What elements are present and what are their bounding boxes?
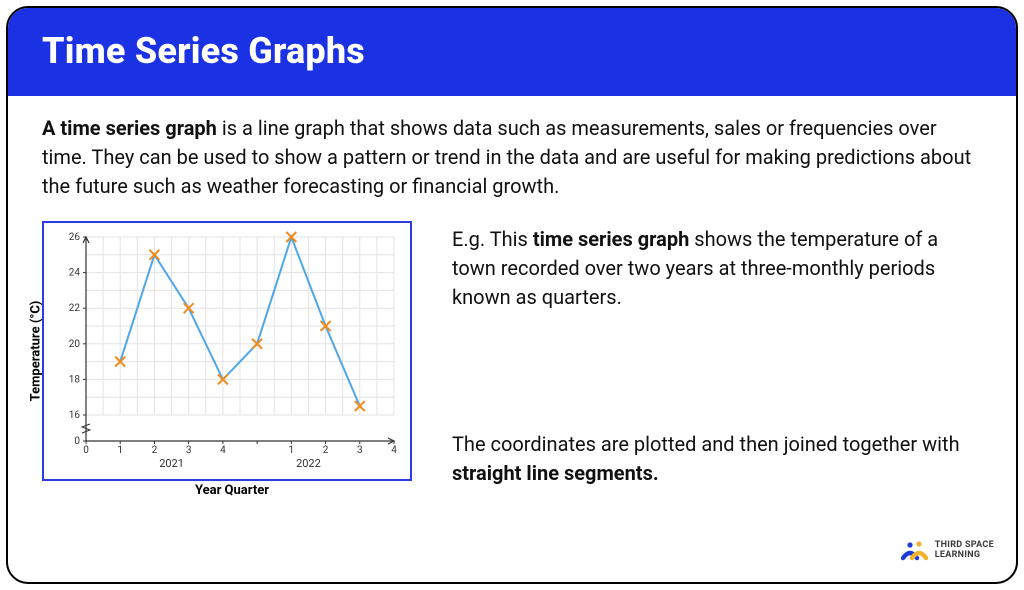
intro-bold: A time series graph [42, 116, 217, 140]
svg-text:24: 24 [69, 268, 81, 279]
time-series-chart: Temperature (°C) 01618202224260123412342… [42, 221, 412, 481]
logo-text: THIRD SPACE LEARNING [935, 541, 994, 561]
svg-text:1: 1 [117, 445, 123, 456]
svg-text:2: 2 [323, 445, 329, 456]
svg-text:0: 0 [83, 445, 89, 456]
text-column: E.g. This time series graph shows the te… [452, 221, 982, 498]
svg-text:4: 4 [391, 445, 397, 456]
svg-text:26: 26 [69, 232, 81, 243]
chart-y-axis-label: Temperature (°C) [29, 301, 44, 402]
brand-logo: THIRD SPACE LEARNING [901, 540, 994, 562]
svg-text:18: 18 [69, 374, 81, 385]
example-paragraph: E.g. This time series graph shows the te… [452, 225, 982, 312]
page-title: Time Series Graphs [42, 30, 982, 72]
svg-text:3: 3 [357, 445, 363, 456]
logo-icon [901, 540, 929, 562]
svg-text:2021: 2021 [159, 457, 184, 470]
svg-text:22: 22 [69, 303, 81, 314]
header-bar: Time Series Graphs [8, 8, 1016, 96]
svg-text:16: 16 [69, 410, 81, 421]
card-body: A time series graph is a line graph that… [8, 96, 1016, 582]
example-bold: time series graph [533, 227, 689, 251]
chart-column: Temperature (°C) 01618202224260123412342… [42, 221, 422, 498]
info-card: Time Series Graphs A time series graph i… [6, 6, 1018, 584]
svg-text:0: 0 [74, 436, 80, 447]
svg-text:3: 3 [186, 445, 192, 456]
svg-text:1: 1 [289, 445, 295, 456]
intro-paragraph: A time series graph is a line graph that… [42, 114, 982, 201]
chart-x-axis-label: Year Quarter [42, 483, 422, 498]
footer-bold: straight line segments. [452, 461, 659, 485]
logo-line2: LEARNING [935, 551, 994, 561]
svg-text:2: 2 [152, 445, 158, 456]
example-prefix: E.g. This [452, 227, 533, 251]
footer-prefix: The coordinates are plotted and then joi… [452, 432, 960, 456]
content-row: Temperature (°C) 01618202224260123412342… [42, 221, 982, 498]
chart-svg: 016182022242601234123420212022 [52, 231, 402, 475]
footer-paragraph: The coordinates are plotted and then joi… [452, 430, 982, 488]
svg-text:20: 20 [69, 339, 81, 350]
svg-text:4: 4 [220, 445, 226, 456]
svg-text:2022: 2022 [296, 457, 321, 470]
chart-plot-area: 016182022242601234123420212022 [52, 231, 402, 475]
